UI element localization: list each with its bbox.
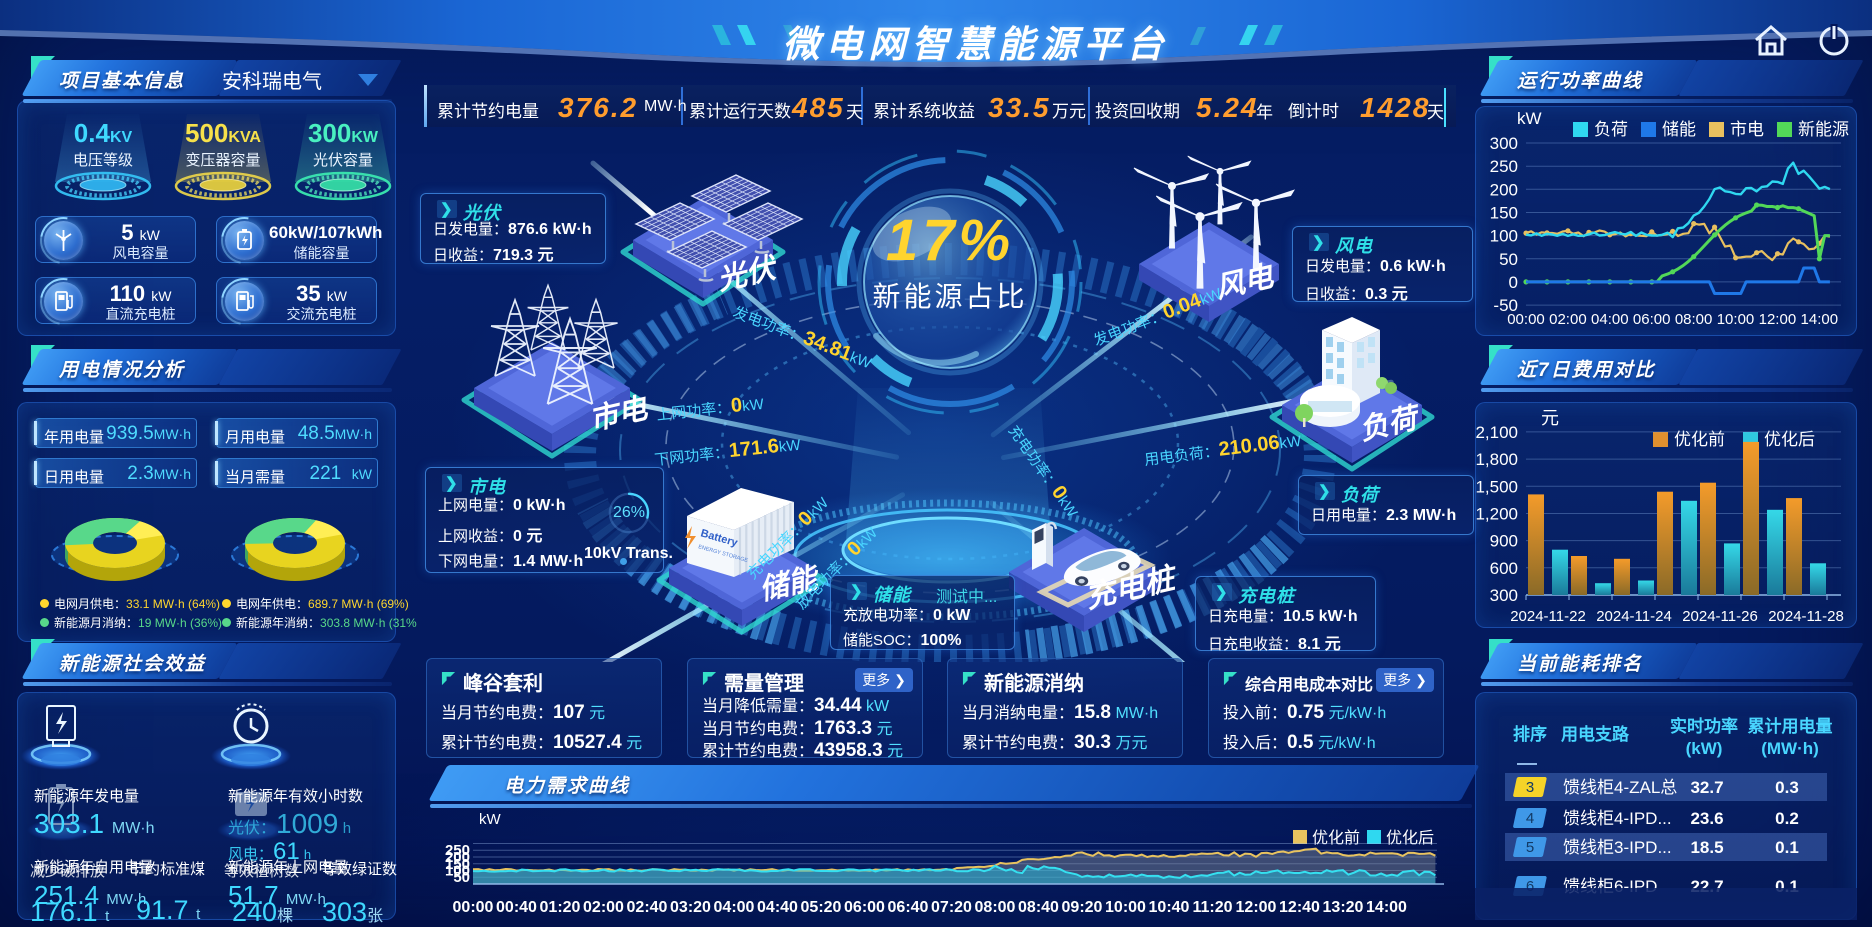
svg-text:02:00: 02:00 xyxy=(1549,311,1587,328)
svg-text:300: 300 xyxy=(1490,586,1518,605)
svg-text:07:20: 07:20 xyxy=(931,899,972,916)
svg-text:kW: kW xyxy=(479,811,502,828)
svg-text:04:00: 04:00 xyxy=(1591,311,1629,328)
svg-text:08:40: 08:40 xyxy=(1018,899,1059,916)
svg-text:10:00: 10:00 xyxy=(1717,311,1755,328)
svg-text:kW: kW xyxy=(1517,109,1542,128)
svg-text:1,200: 1,200 xyxy=(1475,505,1518,524)
svg-text:14:00: 14:00 xyxy=(1801,311,1839,328)
svg-text:累计用电量: 累计用电量 xyxy=(1748,716,1833,736)
svg-text:00:40: 00:40 xyxy=(496,899,537,916)
svg-text:06:40: 06:40 xyxy=(888,899,929,916)
svg-text:1,500: 1,500 xyxy=(1475,477,1518,496)
svg-text:下网功率：171.6kW: 下网功率：171.6kW xyxy=(653,433,802,470)
svg-text:优化前: 优化前 xyxy=(1312,829,1360,847)
svg-text:50: 50 xyxy=(453,869,470,886)
svg-text:00:00: 00:00 xyxy=(453,899,494,916)
svg-text:02:40: 02:40 xyxy=(627,899,668,916)
svg-text:10:40: 10:40 xyxy=(1149,899,1190,916)
svg-text:08:00: 08:00 xyxy=(975,899,1016,916)
svg-text:元: 元 xyxy=(1541,408,1559,428)
svg-text:新能源: 新能源 xyxy=(1798,120,1849,139)
svg-text:馈线柜4-IPD...: 馈线柜4-IPD... xyxy=(1563,809,1672,828)
svg-text:0.3: 0.3 xyxy=(1775,778,1799,797)
svg-text:10:00: 10:00 xyxy=(1105,899,1146,916)
svg-text:排序: 排序 xyxy=(1513,724,1547,744)
svg-text:馈线柜4-ZAL总: 馈线柜4-ZAL总 xyxy=(1563,778,1677,797)
svg-text:用电支路: 用电支路 xyxy=(1561,724,1630,744)
svg-text:150: 150 xyxy=(1490,204,1518,223)
svg-text:优化后: 优化后 xyxy=(1764,430,1815,449)
svg-text:100: 100 xyxy=(445,863,470,880)
svg-text:250: 250 xyxy=(445,842,470,859)
svg-text:200: 200 xyxy=(1490,180,1518,199)
svg-text:04:40: 04:40 xyxy=(757,899,798,916)
svg-text:5: 5 xyxy=(1526,839,1534,856)
svg-text:23.6: 23.6 xyxy=(1690,809,1723,828)
svg-text:32.7: 32.7 xyxy=(1690,778,1723,797)
svg-text:900: 900 xyxy=(1490,532,1518,551)
svg-text:4: 4 xyxy=(1526,810,1534,827)
svg-text:(kW): (kW) xyxy=(1686,739,1723,758)
svg-text:优化后: 优化后 xyxy=(1386,829,1434,847)
svg-text:2024-11-24: 2024-11-24 xyxy=(1596,608,1672,625)
svg-text:12:40: 12:40 xyxy=(1279,899,1320,916)
svg-text:600: 600 xyxy=(1490,559,1518,578)
svg-text:13:20: 13:20 xyxy=(1323,899,1364,916)
svg-text:0.2: 0.2 xyxy=(1775,809,1799,828)
svg-text:馈线柜3-IPD...: 馈线柜3-IPD... xyxy=(1563,838,1672,857)
svg-text:2024-11-22: 2024-11-22 xyxy=(1510,608,1586,625)
svg-text:6: 6 xyxy=(1526,878,1534,895)
svg-text:2024-11-28: 2024-11-28 xyxy=(1768,608,1844,625)
svg-text:09:20: 09:20 xyxy=(1062,899,1103,916)
svg-text:发电功率：34.81kW: 发电功率：34.81kW xyxy=(730,300,876,373)
svg-text:100: 100 xyxy=(1490,227,1518,246)
svg-text:08:00: 08:00 xyxy=(1675,311,1713,328)
svg-text:实时功率: 实时功率 xyxy=(1670,716,1738,736)
svg-text:17%: 17% xyxy=(886,208,1014,273)
svg-text:01:20: 01:20 xyxy=(540,899,581,916)
svg-text:03:20: 03:20 xyxy=(670,899,711,916)
svg-text:00:00: 00:00 xyxy=(1507,311,1545,328)
svg-text:新能源占比: 新能源占比 xyxy=(872,281,1027,312)
svg-text:12:00: 12:00 xyxy=(1236,899,1277,916)
svg-text:1,800: 1,800 xyxy=(1475,450,1518,469)
svg-text:200: 200 xyxy=(445,849,470,866)
svg-text:12:00: 12:00 xyxy=(1759,311,1797,328)
svg-text:优化前: 优化前 xyxy=(1674,430,1725,449)
svg-text:储能: 储能 xyxy=(1662,120,1696,139)
svg-text:2024-11-26: 2024-11-26 xyxy=(1682,608,1758,625)
svg-text:(MW·h): (MW·h) xyxy=(1761,739,1819,758)
svg-text:2,100: 2,100 xyxy=(1475,423,1518,442)
svg-text:18.5: 18.5 xyxy=(1690,838,1723,857)
svg-text:市电: 市电 xyxy=(1730,120,1764,139)
svg-text:150: 150 xyxy=(445,856,470,873)
svg-text:06:00: 06:00 xyxy=(844,899,885,916)
svg-text:11:20: 11:20 xyxy=(1192,899,1232,916)
svg-text:50: 50 xyxy=(1499,250,1518,269)
svg-text:负荷: 负荷 xyxy=(1594,120,1628,139)
svg-text:14:00: 14:00 xyxy=(1366,899,1407,916)
svg-text:02:00: 02:00 xyxy=(583,899,624,916)
svg-text:300: 300 xyxy=(1490,134,1518,153)
svg-text:06:00: 06:00 xyxy=(1633,311,1671,328)
svg-text:0.1: 0.1 xyxy=(1775,838,1799,857)
svg-text:04:00: 04:00 xyxy=(714,899,755,916)
svg-text:250: 250 xyxy=(1490,157,1518,176)
svg-text:05:20: 05:20 xyxy=(801,899,842,916)
svg-text:3: 3 xyxy=(1526,779,1534,796)
svg-text:0: 0 xyxy=(1509,273,1518,292)
svg-text:-50: -50 xyxy=(1493,296,1518,315)
